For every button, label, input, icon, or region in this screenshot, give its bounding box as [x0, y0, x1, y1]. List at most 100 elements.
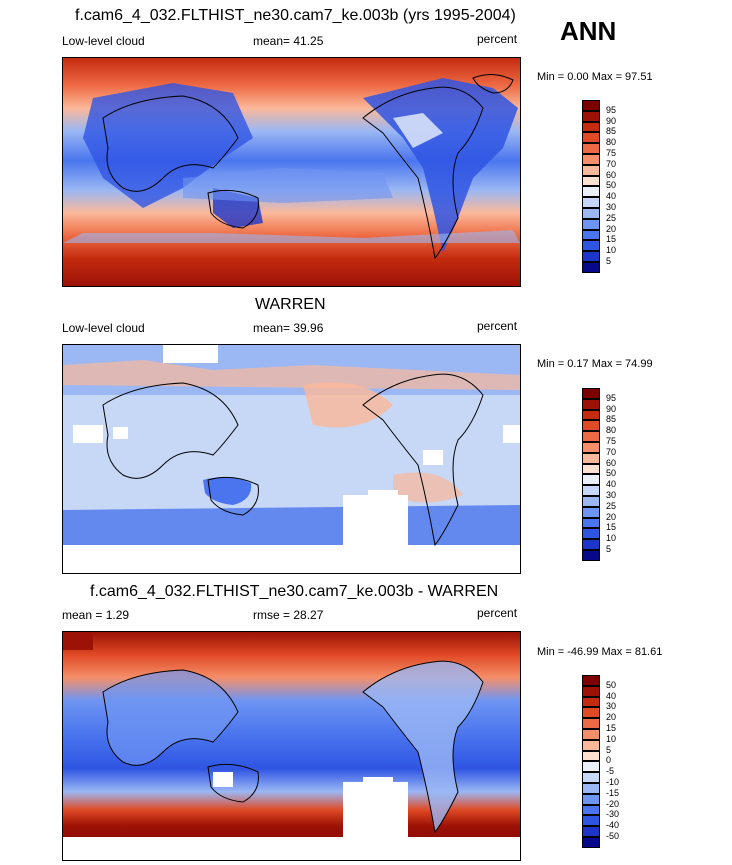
- panel1-mean-label: mean= 41.25: [253, 34, 324, 48]
- colorbar-swatch: [582, 100, 600, 111]
- colorbar-label: 85: [606, 126, 617, 137]
- panel3-map: [62, 631, 521, 861]
- colorbar-label: 15: [606, 723, 617, 733]
- panel2-units-label: percent: [477, 319, 518, 333]
- colorbar-label: 25: [606, 500, 617, 511]
- colorbar-label: -5: [606, 766, 615, 777]
- panel3-units-label: percent: [477, 606, 518, 620]
- colorbar-label: 95: [606, 392, 617, 403]
- colorbar-swatch: [582, 110, 600, 122]
- colorbar-swatch: [582, 815, 600, 827]
- colorbar-label: 60: [606, 457, 617, 468]
- panel1-title: f.cam6_4_032.FLTHIST_ne30.cam7_ke.003b (…: [75, 7, 516, 24]
- colorbar-swatch: [582, 208, 600, 219]
- colorbar-label: 10: [606, 533, 617, 544]
- colorbar-label: 5: [606, 256, 612, 266]
- colorbar-label: 10: [606, 733, 617, 744]
- colorbar-swatch: [582, 783, 600, 794]
- colorbar-swatch: [582, 485, 600, 496]
- colorbar-swatch: [582, 229, 600, 241]
- colorbar-label: 60: [606, 169, 617, 180]
- colorbar-swatch: [582, 474, 600, 486]
- colorbar-label: 70: [606, 446, 617, 457]
- colorbar-swatch: [582, 685, 600, 697]
- colorbar-label: 75: [606, 436, 617, 446]
- colorbar-swatch: [582, 398, 600, 410]
- colorbar-swatch: [582, 517, 600, 529]
- colorbar-label: -10: [606, 777, 620, 787]
- panel2-min-max: Min = 0.17 Max = 74.99: [537, 358, 653, 370]
- colorbar-swatch: [582, 251, 600, 262]
- colorbar-swatch: [582, 729, 600, 740]
- colorbar-label: 20: [606, 712, 617, 723]
- colorbar-swatch: [582, 143, 600, 154]
- colorbar-label: 30: [606, 701, 617, 712]
- panel2-mean-label: mean= 39.96: [253, 321, 324, 335]
- panel1-variable-label: Low-level cloud: [62, 34, 145, 48]
- colorbar-swatch: [582, 121, 600, 133]
- colorbar-label: -30: [606, 809, 620, 820]
- colorbar-swatch: [582, 826, 600, 837]
- colorbar-label: 10: [606, 245, 617, 256]
- colorbar-label: 20: [606, 511, 617, 522]
- colorbar-swatch: [582, 164, 600, 176]
- colorbar-swatch: [582, 761, 600, 773]
- colorbar-label: 5: [606, 544, 612, 554]
- colorbar-swatch: [582, 739, 600, 751]
- panel1-min-max: Min = 0.00 Max = 97.51: [537, 71, 653, 83]
- colorbar-swatch: [582, 431, 600, 442]
- colorbar-swatch: [582, 506, 600, 518]
- colorbar-swatch: [582, 442, 600, 453]
- colorbar-swatch: [582, 420, 600, 432]
- colorbar-label: 85: [606, 414, 617, 425]
- panel3-mean-label: mean = 1.29: [62, 608, 130, 622]
- colorbar-label: 50: [606, 180, 617, 191]
- colorbar-label: 20: [606, 223, 617, 234]
- colorbar-label: 50: [606, 468, 617, 479]
- colorbar-swatch: [582, 218, 600, 230]
- colorbar-swatch: [582, 539, 600, 550]
- colorbar-swatch: [582, 240, 600, 252]
- colorbar-label: 30: [606, 490, 617, 500]
- panel2-variable-label: Low-level cloud: [62, 321, 145, 335]
- colorbar-swatch: [582, 793, 600, 805]
- colorbar-label: 25: [606, 212, 617, 223]
- panel1-units-label: percent: [477, 32, 518, 46]
- colorbar-swatch: [582, 132, 600, 144]
- colorbar-swatch: [582, 154, 600, 165]
- colorbar-swatch: [582, 388, 600, 399]
- colorbar-label: 0: [606, 755, 612, 766]
- colorbar-label: 30: [606, 202, 617, 212]
- colorbar-label: 75: [606, 148, 617, 158]
- colorbar-swatch: [582, 463, 600, 475]
- colorbar-swatch: [582, 718, 600, 729]
- panel2-title: WARREN: [255, 296, 326, 313]
- colorbar-label: 40: [606, 191, 617, 202]
- colorbar-label: 15: [606, 234, 617, 245]
- colorbar-swatch: [582, 804, 600, 816]
- colorbar-swatch: [582, 186, 600, 198]
- colorbar-swatch: [582, 496, 600, 507]
- colorbar-swatch: [582, 675, 600, 686]
- colorbar-swatch: [582, 528, 600, 540]
- colorbar-swatch: [582, 772, 600, 783]
- colorbar-swatch: [582, 696, 600, 708]
- colorbar-label: 80: [606, 425, 617, 436]
- panel2-map: [62, 344, 521, 574]
- colorbar-swatch: [582, 707, 600, 719]
- colorbar-label: 80: [606, 137, 617, 148]
- colorbar-label: 50: [606, 679, 617, 690]
- colorbar-label: 5: [606, 744, 612, 755]
- season-label: ANN: [560, 16, 617, 46]
- colorbar-label: -20: [606, 798, 620, 809]
- colorbar-swatch: [582, 262, 600, 273]
- colorbar-label: -40: [606, 820, 620, 831]
- colorbar-label: 15: [606, 522, 617, 533]
- colorbar-swatch: [582, 837, 600, 848]
- colorbar-label: 40: [606, 479, 617, 490]
- colorbar-swatch: [582, 409, 600, 421]
- panel3-title: f.cam6_4_032.FLTHIST_ne30.cam7_ke.003b -…: [90, 583, 499, 600]
- colorbar-swatch: [582, 750, 600, 762]
- colorbar-label: 90: [606, 115, 617, 126]
- panel3-rmse-label: rmse = 28.27: [253, 608, 324, 622]
